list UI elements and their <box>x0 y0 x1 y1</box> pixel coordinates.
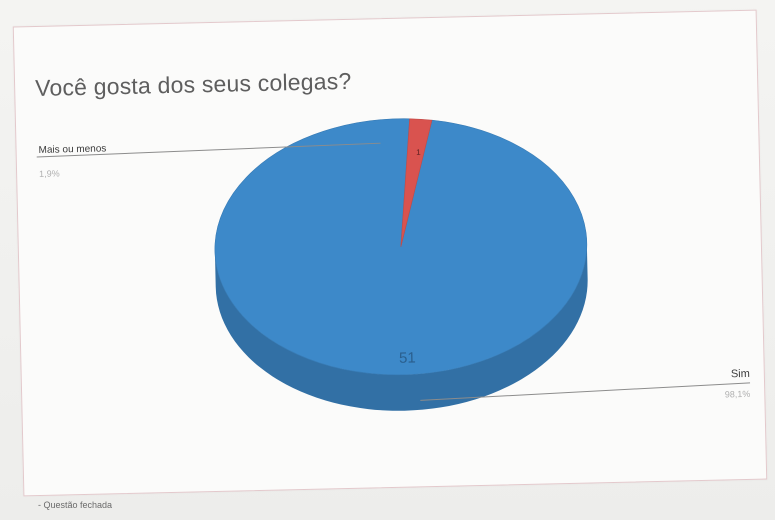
percent-label: 1,9% <box>39 168 60 178</box>
pie-slice-1 <box>400 118 433 247</box>
chart-card: Você gosta dos seus colegas? 51 1 Mais ou … <box>12 9 768 497</box>
pie-chart: 51 1 Mais ou menos 1,9% Sim 98,1% <box>36 118 751 411</box>
category-label: Mais ou menos <box>38 143 106 156</box>
percent-label: 98,1% <box>725 389 751 400</box>
slice-value-label: 51 <box>399 349 416 366</box>
callout-line <box>36 142 381 158</box>
question-type-caption: - Questão fechada <box>38 500 113 510</box>
slice-value-label: 1 <box>416 148 421 157</box>
category-label: Sim <box>731 368 750 380</box>
pie-side-wall <box>214 242 588 411</box>
callout-line <box>420 382 751 401</box>
